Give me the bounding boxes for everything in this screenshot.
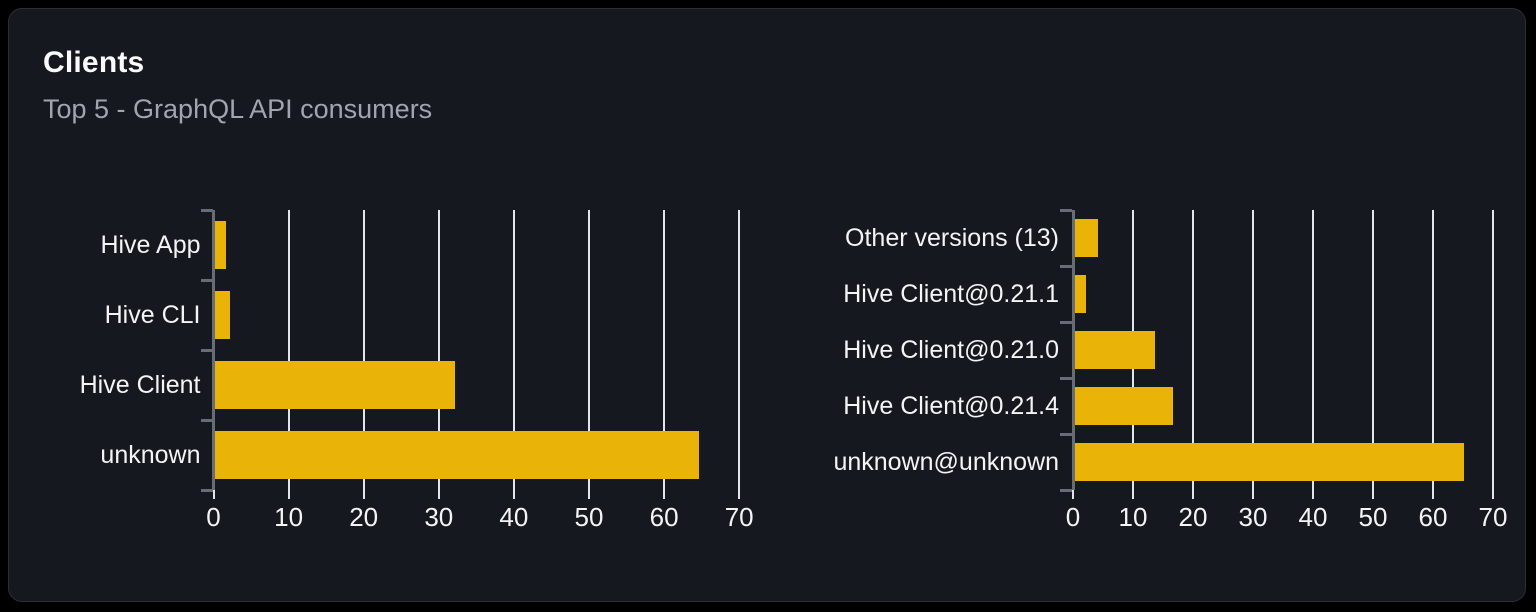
card-background (8, 8, 1526, 602)
bar-other-versions-13-[interactable] (1074, 219, 1098, 257)
bar-unknown[interactable] (214, 431, 699, 479)
bar-hive-app[interactable] (214, 221, 226, 269)
bar-unknown-unknown[interactable] (1074, 443, 1464, 481)
bar-hive-client-0-21-4[interactable] (1074, 387, 1173, 425)
card-subtitle: Top 5 - GraphQL API consumers (43, 94, 433, 124)
card-title: Clients (43, 46, 145, 79)
bar-hive-cli[interactable] (214, 291, 230, 339)
bar-hive-client-0-21-0[interactable] (1074, 331, 1155, 369)
bar-hive-client[interactable] (214, 361, 455, 409)
bar-hive-client-0-21-1[interactable] (1074, 275, 1086, 313)
